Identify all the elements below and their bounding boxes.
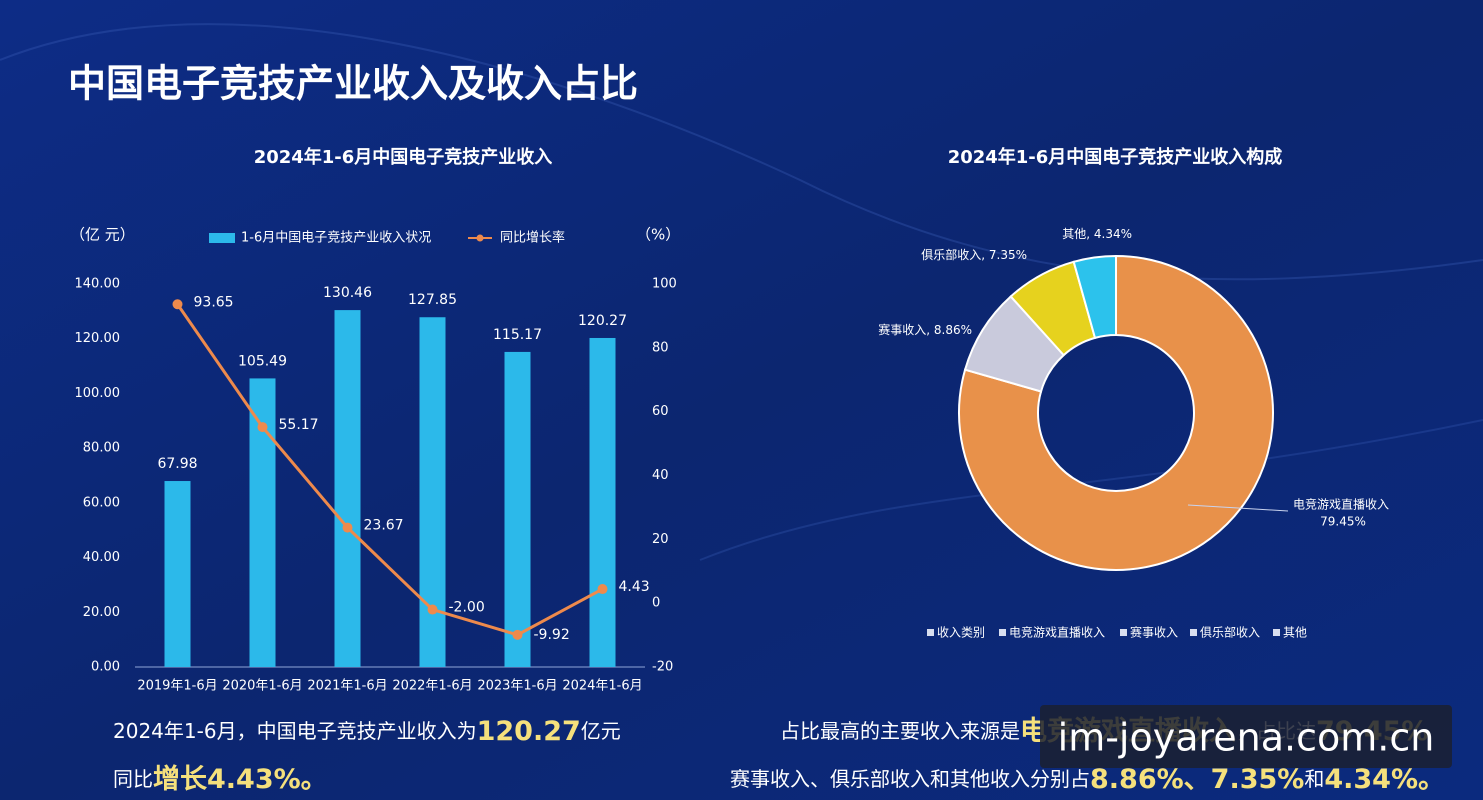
caption-text: 和 bbox=[1304, 767, 1324, 791]
y2-tick-label: 40 bbox=[652, 468, 669, 483]
pie-slice bbox=[958, 254, 1274, 571]
y-tick-label: 100.00 bbox=[75, 386, 121, 401]
slice-label: 其他, 4.34% bbox=[1062, 227, 1132, 241]
y2-tick-label: 20 bbox=[652, 532, 669, 547]
line bbox=[176, 303, 604, 637]
page-title: 中国电子竞技产业收入及收入占比 bbox=[68, 62, 638, 106]
slice-category: 其他 bbox=[1062, 227, 1086, 241]
bar bbox=[589, 337, 616, 667]
slice-label: 俱乐部收入, 7.35% bbox=[921, 247, 1027, 262]
separator: , bbox=[981, 248, 989, 262]
legend-label: 收入类别 bbox=[937, 626, 985, 640]
y-tick-label: 120.00 bbox=[75, 331, 121, 346]
caption-highlight: 增长4.43%。 bbox=[153, 763, 328, 795]
legend-label: 俱乐部收入 bbox=[1200, 625, 1260, 640]
separator: , bbox=[1086, 227, 1094, 241]
y-tick-label: 20.00 bbox=[83, 605, 120, 620]
x-tick-label: 2023年1-6月 bbox=[477, 679, 557, 694]
legend-swatch bbox=[1273, 629, 1280, 636]
bar bbox=[504, 351, 531, 667]
legend-label: 电竞游戏直播收入 bbox=[1009, 626, 1105, 640]
line-point bbox=[342, 522, 353, 533]
data-label: 4.43 bbox=[619, 579, 650, 595]
bar bbox=[334, 310, 361, 667]
slice-label: 电竞游戏直播收入 bbox=[1293, 498, 1389, 512]
legend-swatch bbox=[927, 629, 934, 636]
line-point bbox=[427, 604, 438, 615]
chart-title: 2024年1-6月中国电子竞技产业收入构成 bbox=[948, 146, 1283, 168]
slice-label: 赛事收入, 8.86% bbox=[878, 322, 972, 337]
line-point bbox=[597, 584, 608, 595]
legend-swatch bbox=[209, 233, 235, 243]
y-tick-label: 40.00 bbox=[83, 550, 120, 565]
y2-tick-label: 60 bbox=[652, 404, 669, 419]
caption: 2024年1-6月，中国电子竞技产业收入为120.27亿元 bbox=[113, 716, 621, 747]
legend-label: 同比增长率 bbox=[500, 230, 565, 246]
slice-value: 4.34% bbox=[1094, 227, 1132, 241]
caption-highlight: 8.86%、7.35% bbox=[1090, 764, 1304, 795]
caption-text: 2024年1-6月，中国电子竞技产业收入为 bbox=[113, 719, 477, 743]
legend-label: 其他 bbox=[1283, 626, 1307, 640]
slice-category: 俱乐部收入 bbox=[921, 247, 981, 262]
y2-tick-label: -20 bbox=[652, 660, 673, 675]
bar bbox=[164, 481, 191, 667]
slice-value: 8.86% bbox=[934, 323, 972, 337]
y2-tick-label: 80 bbox=[652, 340, 669, 355]
chart-title: 2024年1-6月中国电子竞技产业收入 bbox=[254, 146, 553, 168]
data-label: 105.49 bbox=[238, 353, 287, 369]
caption: 赛事收入、俱乐部收入和其他收入分别占8.86%、7.35%和4.34%。 bbox=[730, 764, 1445, 795]
caption-text: 占比最高的主要收入来源是 bbox=[780, 719, 1020, 743]
y-tick-label: 140.00 bbox=[75, 277, 121, 292]
data-label: -2.00 bbox=[449, 600, 485, 616]
y-tick-label: 80.00 bbox=[83, 441, 120, 456]
line-point bbox=[172, 299, 183, 310]
legend-swatch bbox=[999, 629, 1006, 636]
x-tick-label: 2024年1-6月 bbox=[562, 679, 642, 694]
caption-text: 同比 bbox=[113, 767, 153, 791]
watermark: im-joyarena.com.cn bbox=[1058, 716, 1435, 760]
watermark-box bbox=[1040, 705, 1452, 768]
line-point bbox=[512, 629, 523, 640]
legend-swatch bbox=[1120, 629, 1127, 636]
y-axis-label: （亿 元） bbox=[70, 226, 135, 244]
data-label: 55.17 bbox=[279, 417, 319, 433]
slice-value: 7.35% bbox=[989, 248, 1027, 262]
decor bbox=[0, 23, 1483, 281]
y-tick-label: 60.00 bbox=[83, 495, 120, 510]
separator: , bbox=[926, 323, 934, 337]
caption-text: 赛事收入、俱乐部收入和其他收入分别占 bbox=[730, 767, 1090, 791]
legend-label: 赛事收入 bbox=[1130, 625, 1178, 640]
data-label: 23.67 bbox=[364, 518, 404, 534]
slice-category: 赛事收入 bbox=[878, 322, 926, 337]
data-label: 130.46 bbox=[323, 285, 372, 301]
slice-value: 79.45% bbox=[1320, 515, 1366, 529]
y2-tick-label: 0 bbox=[652, 596, 660, 611]
legend-swatch bbox=[1190, 629, 1197, 636]
legend-marker bbox=[476, 234, 484, 242]
leader-line bbox=[1187, 504, 1289, 512]
data-label: 120.27 bbox=[578, 313, 627, 329]
x-tick-label: 2021年1-6月 bbox=[307, 679, 387, 694]
caption-highlight: 4.34%。 bbox=[1324, 764, 1445, 795]
line-point bbox=[257, 422, 268, 433]
x-tick-label: 2019年1-6月 bbox=[137, 679, 217, 694]
pie-slice bbox=[1072, 254, 1117, 340]
legend-label: 1-6月中国电子竞技产业收入状况 bbox=[241, 230, 431, 246]
data-label: -9.92 bbox=[534, 627, 570, 643]
data-label: 67.98 bbox=[157, 456, 197, 472]
caption-text: 亿元 bbox=[581, 719, 621, 743]
bar bbox=[249, 378, 276, 667]
x-tick-label: 2020年1-6月 bbox=[222, 679, 302, 694]
data-label: 115.17 bbox=[493, 327, 542, 343]
caption: 同比增长4.43%。 bbox=[113, 763, 328, 795]
data-label: 127.85 bbox=[408, 292, 457, 308]
data-label: 93.65 bbox=[194, 294, 234, 310]
y2-axis-label: （%） bbox=[636, 226, 680, 244]
y-tick-label: 0.00 bbox=[91, 660, 120, 675]
caption-highlight: 120.27 bbox=[477, 716, 581, 747]
y2-tick-label: 100 bbox=[652, 277, 677, 292]
x-tick-label: 2022年1-6月 bbox=[392, 679, 472, 694]
